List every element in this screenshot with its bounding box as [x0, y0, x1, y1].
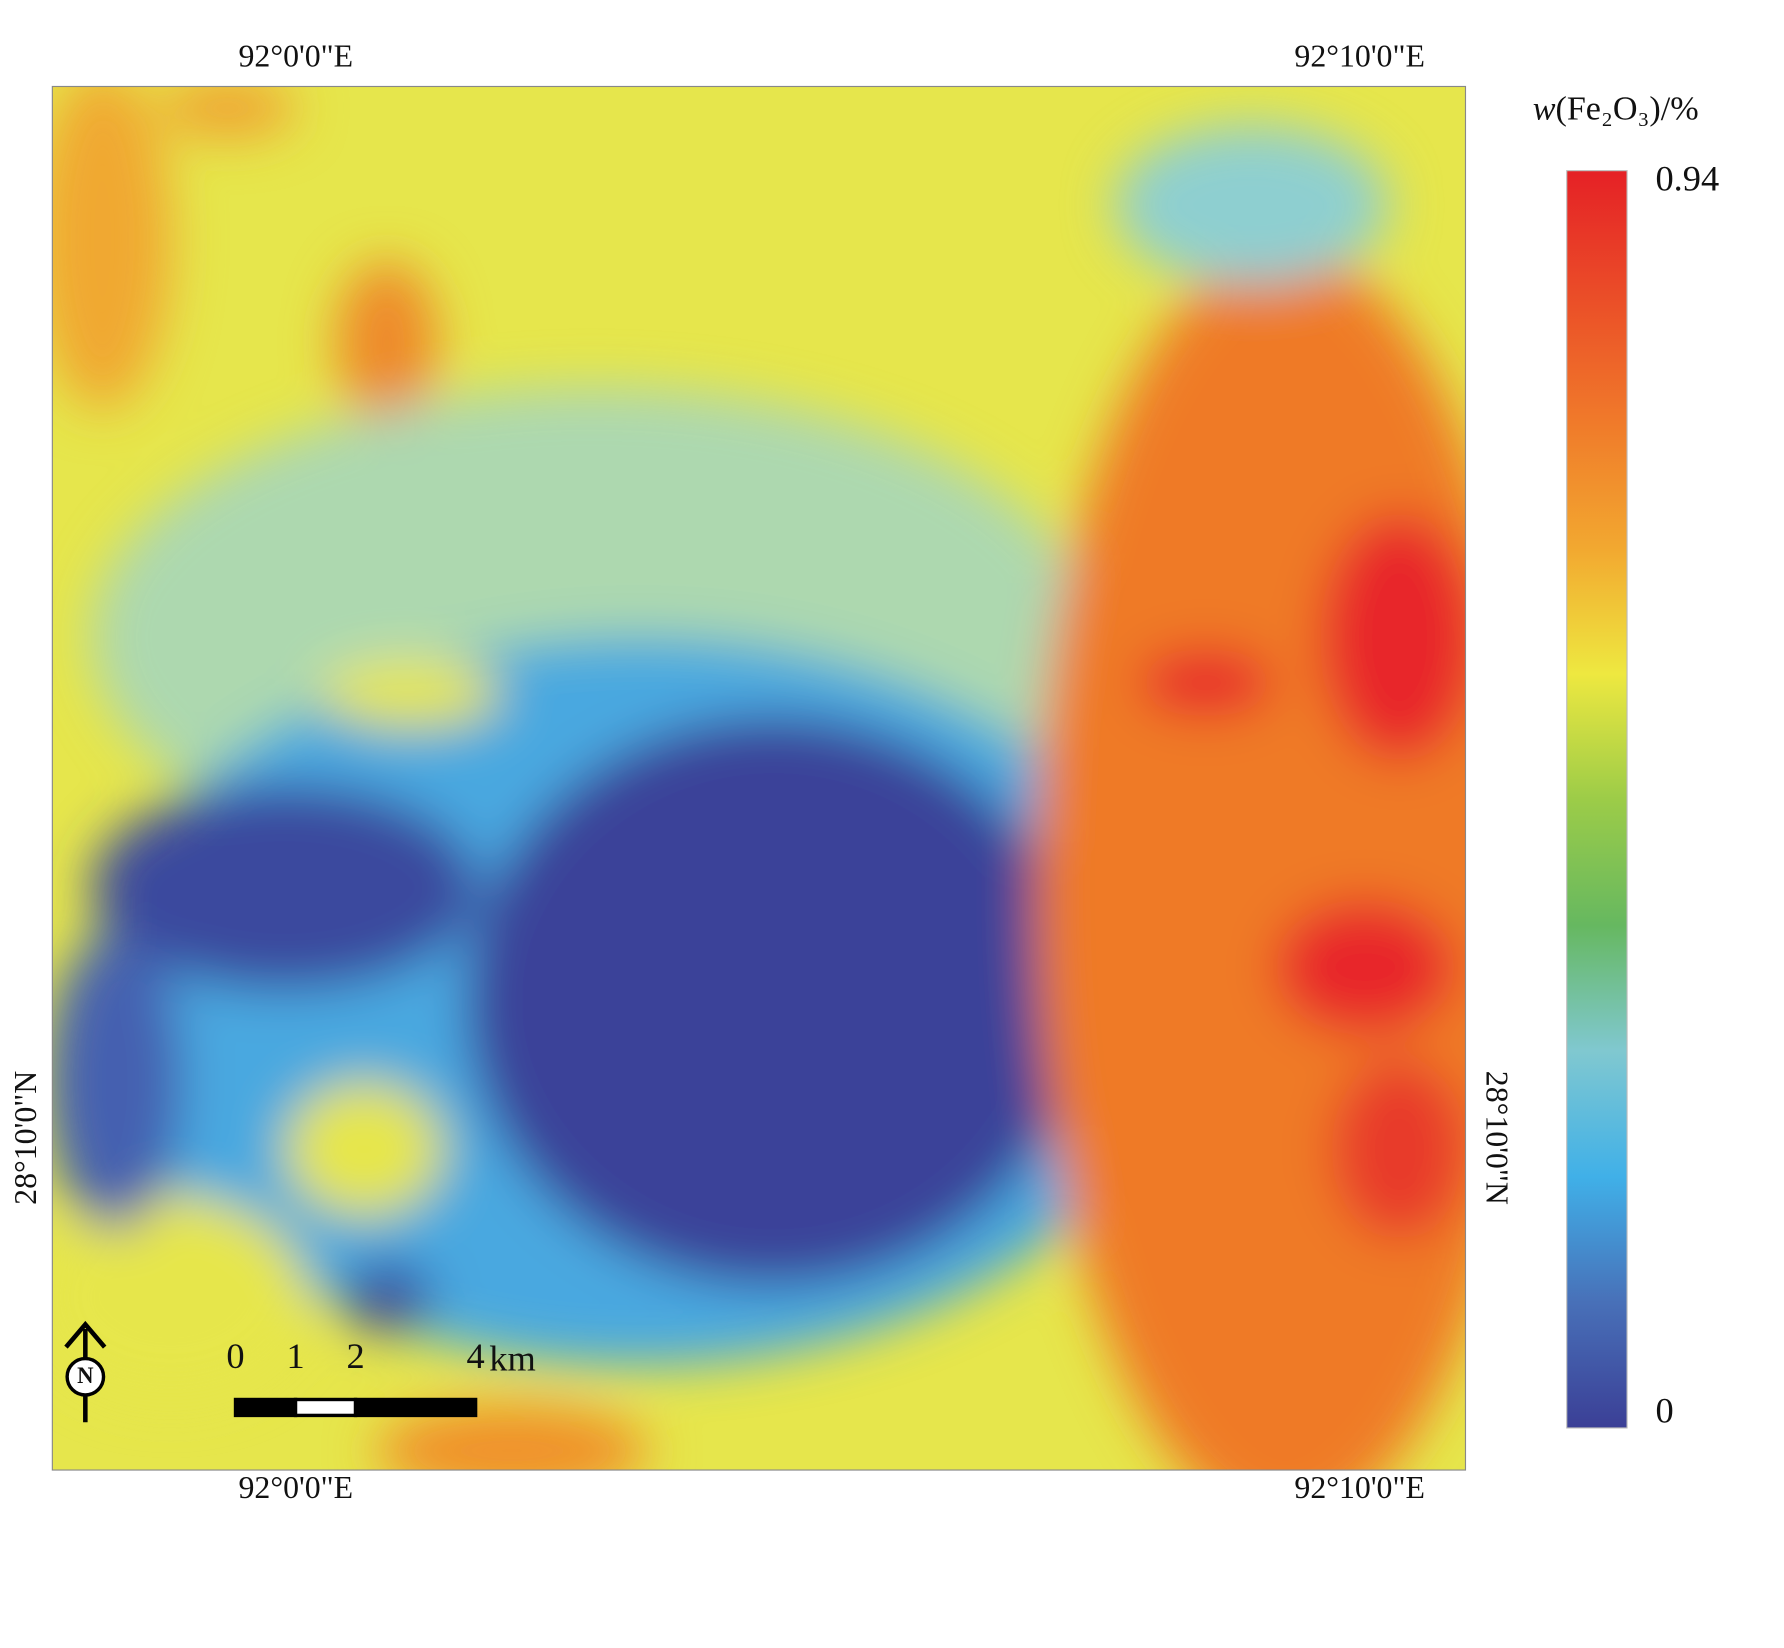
map-frame: [51, 85, 1467, 1471]
lat-label: 28°10'0"N: [8, 1071, 43, 1205]
lon-label: 92°10'0"E: [1294, 1470, 1425, 1505]
legend-title-var: w: [1533, 90, 1556, 127]
scale-tick-label: 2: [346, 1336, 364, 1376]
scale-tick-label: 4: [466, 1336, 484, 1376]
raster: [52, 86, 1466, 1471]
lon-label: 92°0'0"E: [239, 38, 354, 73]
north-arrow: N: [64, 1320, 107, 1423]
legend-min: 0: [1655, 1391, 1673, 1431]
scale-segment: [293, 1397, 358, 1418]
scale-bar: 0 1 2 4 km: [226, 1336, 536, 1418]
scale-tick-label: 0: [226, 1336, 244, 1376]
scale-segment: [233, 1397, 298, 1418]
legend-max: 0.94: [1655, 158, 1719, 198]
lon-label: 92°0'0"E: [239, 1470, 354, 1505]
color-bar: [1566, 170, 1628, 1429]
legend-title: w(Fe₂O₃)/%: [1533, 90, 1699, 127]
map-layout: 92°0'0"E 92°10'0"E 92°0'0"E 92°10'0"E 28…: [8, 38, 1719, 1505]
scale-unit: km: [489, 1338, 536, 1378]
lon-label: 92°10'0"E: [1294, 38, 1425, 73]
legend-title-rest: (Fe₂O₃)/%: [1555, 90, 1698, 127]
lat-label: 28°10'0"N: [1480, 1071, 1515, 1205]
scale-segment: [353, 1397, 478, 1418]
scale-tick-label: 1: [286, 1336, 304, 1376]
north-label: N: [77, 1363, 94, 1388]
